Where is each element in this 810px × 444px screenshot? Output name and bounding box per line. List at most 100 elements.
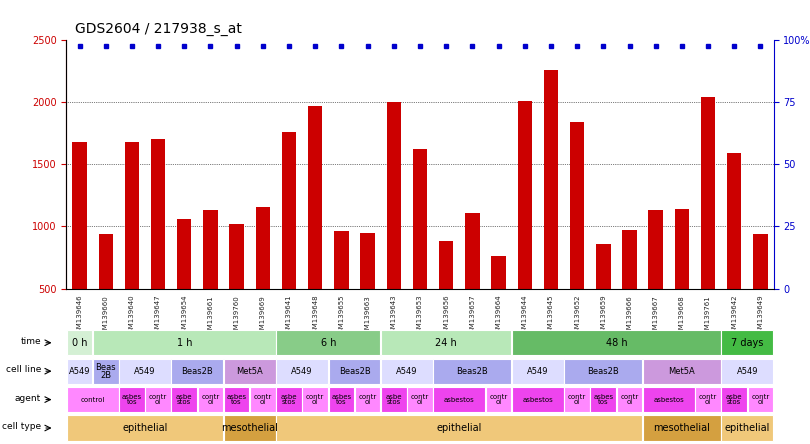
Bar (675, 209, 689, 351)
Text: cell type: cell type (2, 422, 41, 431)
Text: epithelial: epithelial (725, 423, 770, 433)
Bar (643, 387, 695, 412)
Bar (643, 358, 721, 384)
Bar (407, 387, 433, 412)
Text: GDS2604 / 217938_s_at: GDS2604 / 217938_s_at (75, 21, 241, 36)
Text: contr
ol: contr ol (568, 394, 586, 405)
Bar (250, 387, 275, 412)
Text: contr
ol: contr ol (411, 394, 429, 405)
Bar (748, 387, 774, 412)
Bar (649, 210, 663, 351)
Bar (355, 387, 381, 412)
Text: Beas2B: Beas2B (587, 367, 619, 376)
Bar (335, 231, 348, 351)
Bar (229, 224, 244, 351)
Bar (518, 101, 532, 351)
Text: mesothelial: mesothelial (654, 423, 710, 433)
Text: 7 days: 7 days (731, 338, 764, 348)
Bar (66, 358, 92, 384)
Bar (329, 387, 354, 412)
Text: control: control (80, 396, 104, 403)
Text: asbestos: asbestos (444, 396, 475, 403)
Bar (433, 358, 511, 384)
Bar (93, 330, 275, 356)
Bar (119, 358, 171, 384)
Text: time: time (20, 337, 41, 346)
Bar (701, 97, 715, 351)
Bar (276, 387, 302, 412)
Bar (381, 358, 433, 384)
Text: contr
ol: contr ol (699, 394, 717, 405)
Text: 1 h: 1 h (177, 338, 192, 348)
Bar (203, 210, 218, 351)
Text: 6 h: 6 h (321, 338, 336, 348)
Text: asbes
tos: asbes tos (122, 394, 142, 405)
Bar (596, 244, 611, 351)
Bar (66, 330, 92, 356)
Text: contr
ol: contr ol (149, 394, 167, 405)
Bar (125, 142, 139, 351)
Bar (172, 358, 224, 384)
Text: 0 h: 0 h (72, 338, 87, 348)
Bar (172, 387, 197, 412)
Text: contr
ol: contr ol (254, 394, 272, 405)
Text: asbestos: asbestos (522, 396, 553, 403)
Bar (72, 142, 87, 351)
Bar (465, 213, 480, 351)
Text: asbe
stos: asbe stos (726, 394, 743, 405)
Bar (643, 415, 721, 441)
Text: asbes
tos: asbes tos (331, 394, 352, 405)
Bar (722, 387, 747, 412)
Text: asbe
stos: asbe stos (281, 394, 297, 405)
Bar (224, 415, 275, 441)
Text: Beas2B: Beas2B (181, 367, 213, 376)
Text: cell line: cell line (6, 365, 41, 374)
Bar (695, 387, 721, 412)
Bar (433, 387, 485, 412)
Bar (727, 153, 741, 351)
Text: asbes
tos: asbes tos (593, 394, 613, 405)
Bar (302, 387, 328, 412)
Bar (413, 149, 427, 351)
Bar (512, 358, 564, 384)
Bar (722, 358, 774, 384)
Bar (565, 387, 590, 412)
Text: A549: A549 (396, 367, 418, 376)
Text: epithelial: epithelial (437, 423, 482, 433)
Bar (622, 230, 637, 351)
Text: contr
ol: contr ol (202, 394, 220, 405)
Text: contr
ol: contr ol (620, 394, 638, 405)
Bar (276, 330, 381, 356)
Bar (386, 102, 401, 351)
Text: contr
ol: contr ol (489, 394, 508, 405)
Text: agent: agent (15, 394, 41, 403)
Bar (99, 234, 113, 351)
Text: asbestos: asbestos (654, 396, 684, 403)
Bar (616, 387, 642, 412)
Text: asbe
stos: asbe stos (386, 394, 402, 405)
Text: Beas2B: Beas2B (339, 367, 370, 376)
Text: asbe
stos: asbe stos (176, 394, 193, 405)
Text: contr
ol: contr ol (306, 394, 324, 405)
Text: 48 h: 48 h (606, 338, 627, 348)
Bar (329, 358, 381, 384)
Text: A549: A549 (736, 367, 758, 376)
Bar (512, 387, 564, 412)
Text: mesothelial: mesothelial (221, 423, 278, 433)
Bar (544, 70, 558, 351)
Text: Beas2B: Beas2B (457, 367, 488, 376)
Bar (308, 106, 322, 351)
Text: A549: A549 (69, 367, 90, 376)
Bar (360, 233, 375, 351)
Bar (570, 122, 584, 351)
Bar (66, 415, 224, 441)
Text: Met5A: Met5A (668, 367, 695, 376)
Bar (145, 387, 171, 412)
Bar (512, 330, 721, 356)
Bar (381, 330, 511, 356)
Text: A549: A549 (292, 367, 313, 376)
Text: 24 h: 24 h (435, 338, 457, 348)
Text: epithelial: epithelial (122, 423, 168, 433)
Bar (722, 330, 774, 356)
Bar (256, 206, 270, 351)
